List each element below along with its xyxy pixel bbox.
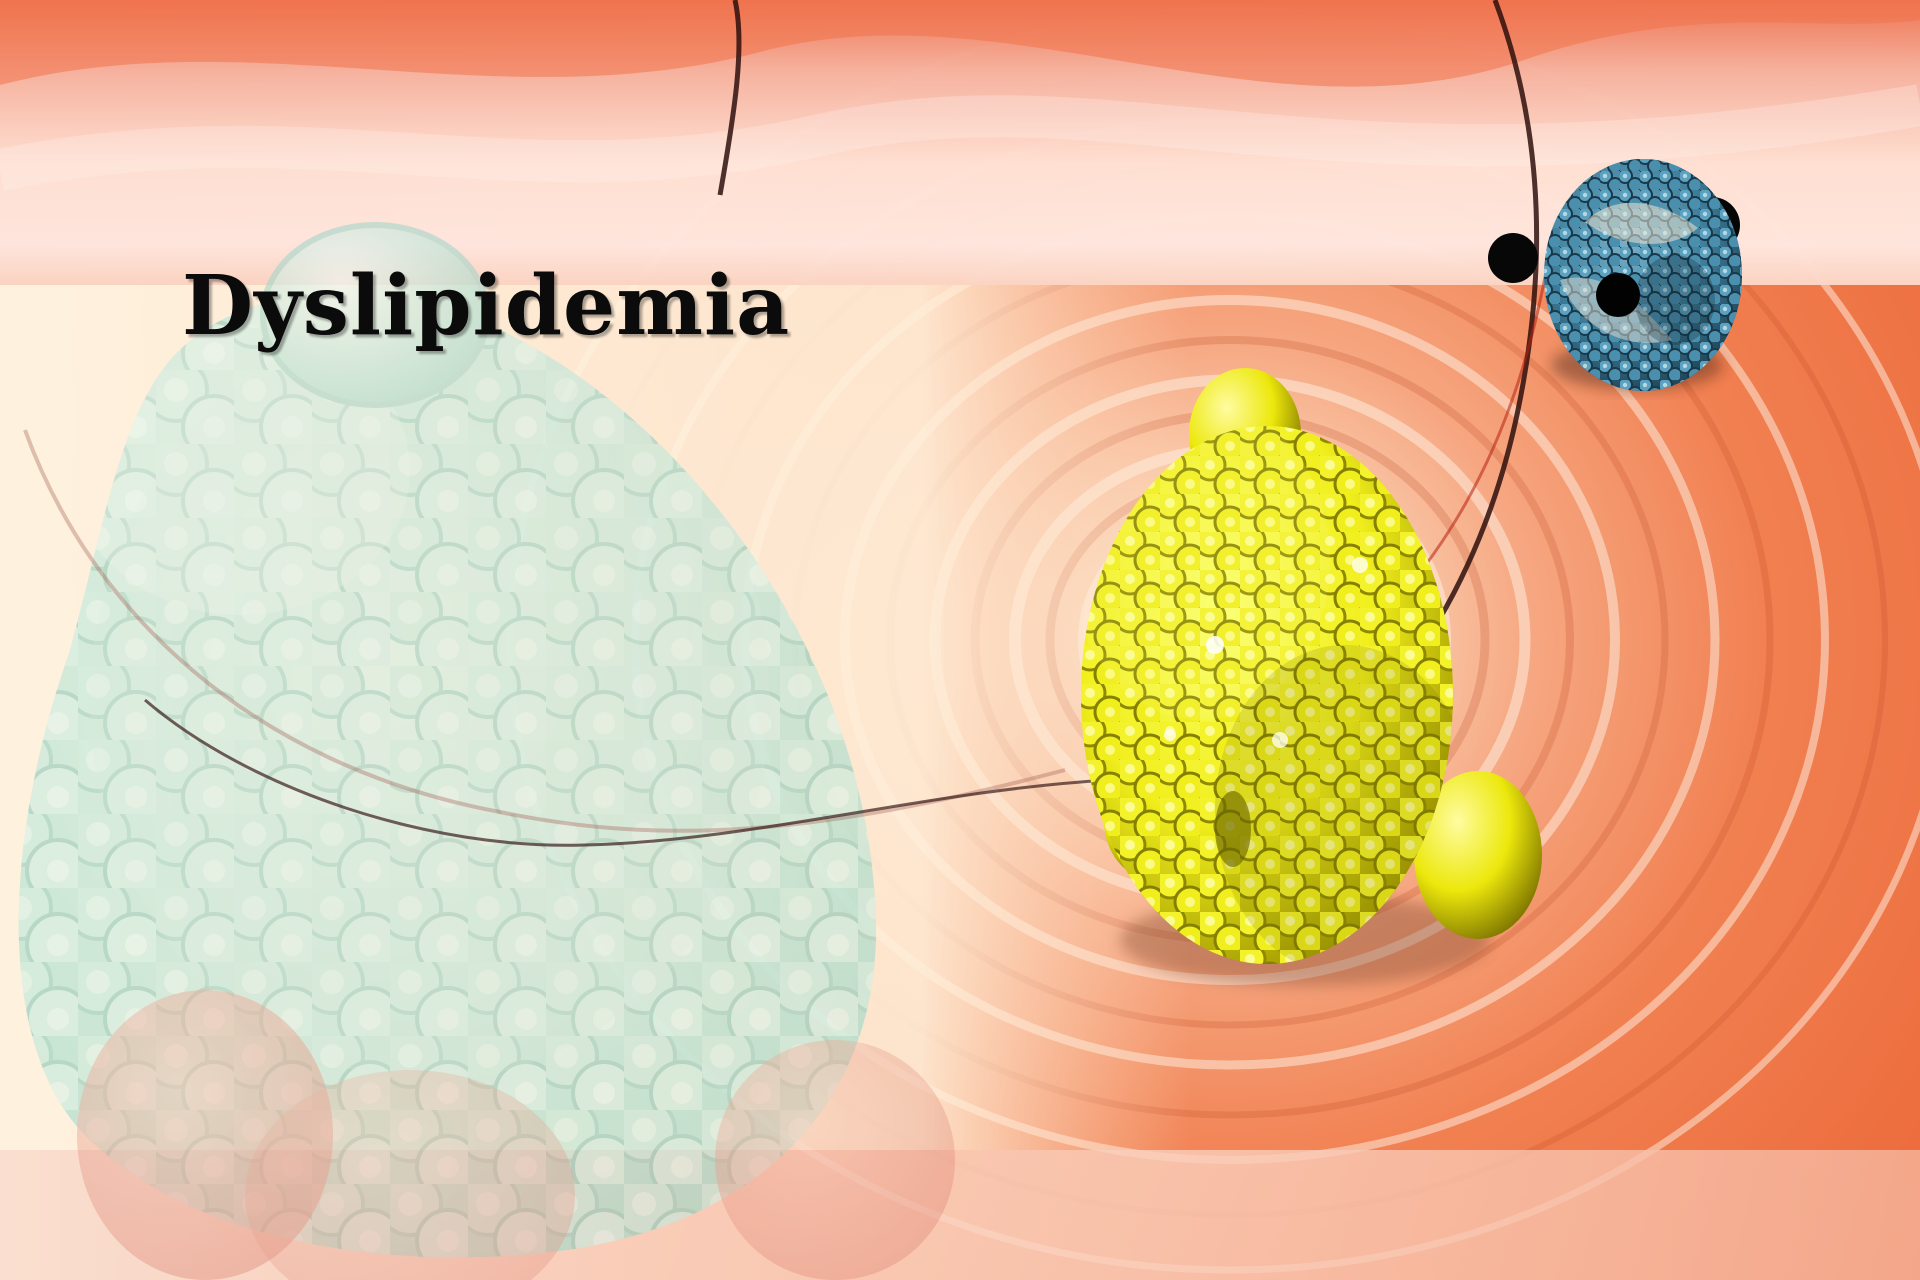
yellow-lipoprotein-image (1081, 368, 1542, 986)
blue-lipoprotein-image (1488, 159, 1742, 391)
page-title: Dyslipidemia (182, 258, 791, 354)
